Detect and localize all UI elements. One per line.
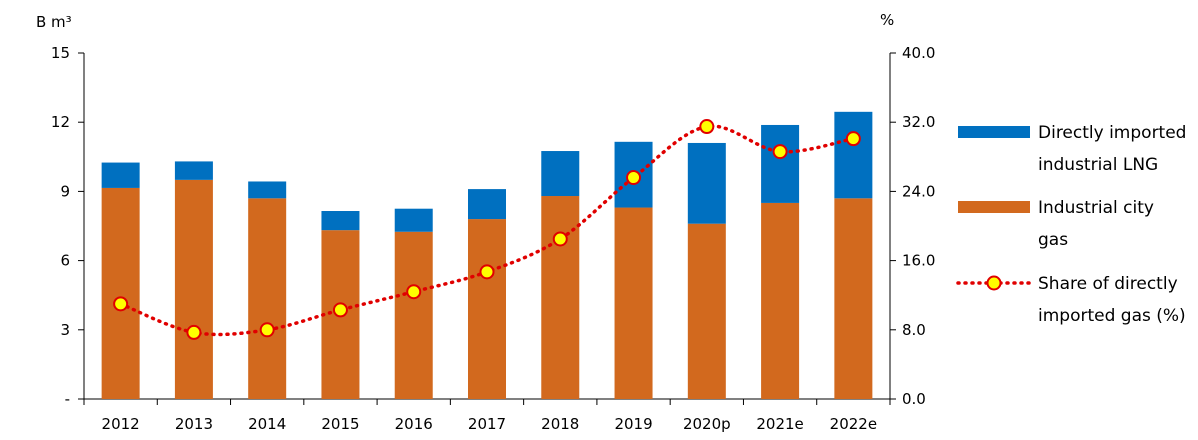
share-point: [772, 144, 788, 160]
share-point: [626, 170, 642, 186]
legend-label: imported gas (%): [1038, 306, 1186, 326]
share-point: [845, 131, 861, 147]
x-tick-label: 2018: [541, 415, 579, 433]
bar-city-gas: [174, 179, 213, 399]
left-tick-label: -: [65, 390, 70, 408]
tick-labels: - 3 6 9 12 15 0.0 8.0 16.0 24.0 32.0 40.0 B m³ % 2012 2…: [36, 11, 935, 433]
legend-label: industrial LNG: [1038, 155, 1158, 175]
legend-label: Directly imported: [1038, 123, 1186, 143]
bar-city-gas: [101, 187, 140, 399]
bar-lng: [101, 162, 140, 188]
x-tick-label: 2013: [175, 415, 213, 433]
bar-lng: [541, 151, 580, 197]
right-tick-label: 32.0: [902, 113, 935, 131]
right-tick-label: 0.0: [902, 390, 926, 408]
legend-swatch: [958, 126, 1030, 138]
bar-city-gas: [761, 202, 800, 399]
bars: [101, 111, 873, 399]
legend-swatch: [958, 201, 1030, 213]
x-tick-label: 2012: [102, 415, 140, 433]
x-tick-label: 2017: [468, 415, 506, 433]
right-tick-label: 24.0: [902, 182, 935, 200]
bar-city-gas: [468, 219, 506, 399]
share-point: [186, 324, 202, 340]
left-tick-label: 15: [51, 44, 70, 62]
legend-label: Industrial city: [1038, 198, 1154, 218]
left-axis-label: B m³: [36, 13, 72, 31]
left-tick-label: 6: [60, 252, 70, 270]
bar-lng: [468, 189, 506, 220]
bar-lng: [248, 181, 287, 199]
right-tick-label: 16.0: [902, 252, 935, 270]
bar-city-gas: [614, 207, 653, 399]
bar-lng: [174, 161, 213, 180]
bar-lng: [321, 211, 360, 231]
x-tick-label: 2019: [614, 415, 652, 433]
share-point: [699, 119, 715, 135]
bar-city-gas: [687, 223, 726, 399]
legend-label: gas: [1038, 230, 1068, 250]
x-tick-label: 2022e: [830, 415, 877, 433]
legend: Directly imported industrial LNG Industria…: [956, 123, 1186, 326]
left-tick-label: 9: [60, 182, 70, 200]
bar-lng: [394, 208, 433, 232]
share-point: [406, 284, 422, 300]
bar-lng: [834, 111, 873, 199]
x-tick-label: 2016: [395, 415, 433, 433]
legend-label: Share of directly: [1038, 274, 1178, 294]
bar-city-gas: [541, 196, 580, 399]
bar-city-gas: [834, 198, 873, 399]
right-tick-label: 8.0: [902, 321, 926, 339]
share-point: [332, 302, 348, 318]
legend-marker: [986, 275, 1002, 291]
share-point: [113, 296, 129, 312]
left-tick-label: 12: [51, 113, 70, 131]
x-tick-label: 2020p: [683, 415, 731, 433]
bar-city-gas: [394, 231, 433, 399]
x-tick-label: 2014: [248, 415, 286, 433]
x-tick-label: 2015: [321, 415, 359, 433]
left-tick-label: 3: [60, 321, 70, 339]
bar-lng: [687, 142, 726, 224]
right-axis-label: %: [880, 11, 894, 29]
right-tick-label: 40.0: [902, 44, 935, 62]
share-point: [259, 322, 275, 338]
share-line: [113, 119, 861, 340]
share-point: [479, 264, 495, 280]
bar-city-gas: [248, 198, 287, 399]
x-tick-label: 2021e: [756, 415, 803, 433]
bar-lng: [761, 124, 800, 203]
share-point: [552, 231, 568, 247]
